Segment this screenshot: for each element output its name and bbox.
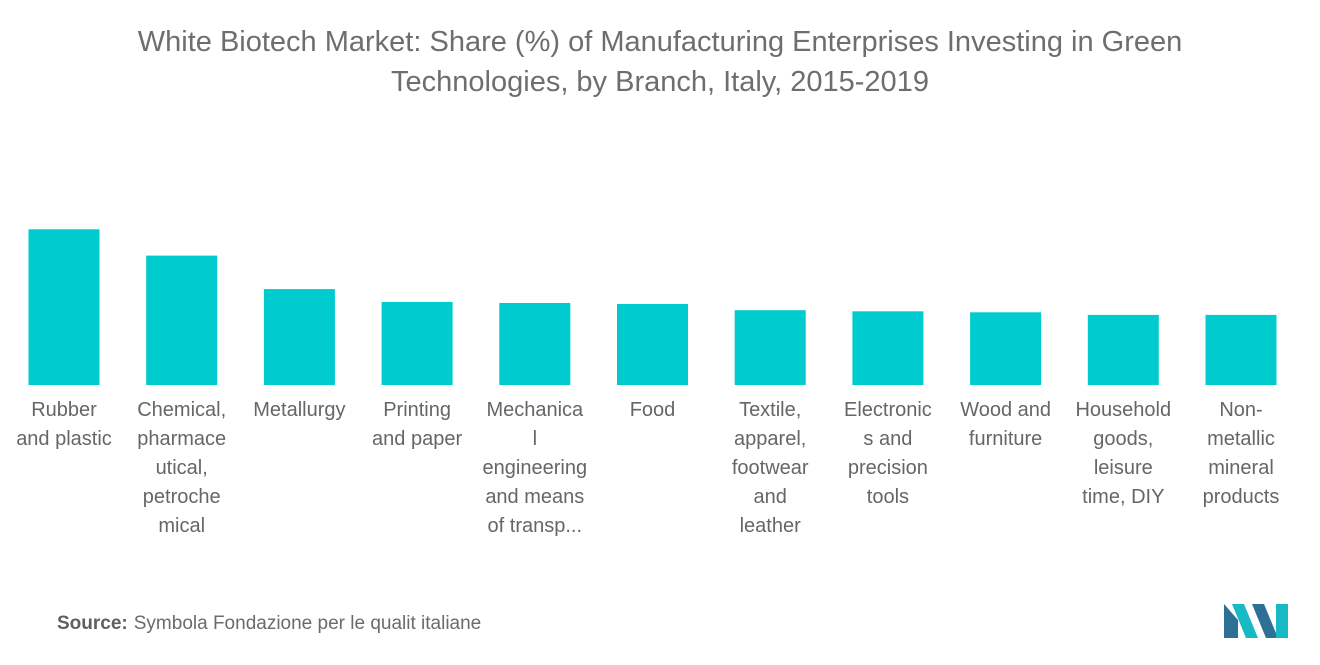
category-label-5: Food bbox=[629, 399, 676, 421]
bar-9 bbox=[1087, 314, 1159, 385]
category-label-6: Textile, apparel, footwear and leather bbox=[731, 399, 809, 537]
source-label: Source: bbox=[57, 613, 128, 634]
chart-title: White Biotech Market: Share (%) of Manuf… bbox=[137, 26, 1183, 98]
bar-0 bbox=[28, 229, 100, 385]
bar-3 bbox=[381, 302, 453, 385]
category-label-0: Rubber and plastic bbox=[16, 399, 112, 450]
bar-2 bbox=[263, 289, 335, 385]
category-label-3: Printing and paper bbox=[372, 399, 463, 450]
bar-1 bbox=[146, 255, 218, 385]
source-note: Source: Symbola Fondazione per le qualit … bbox=[57, 613, 481, 635]
bar-7 bbox=[852, 311, 924, 385]
category-label-9: Household goods, leisure time, DIY bbox=[1075, 399, 1172, 508]
category-label-10: Non-metallic mineral products bbox=[1202, 399, 1280, 508]
category-label-2: Metallurgy bbox=[253, 399, 346, 421]
bar-4 bbox=[499, 303, 571, 385]
category-label-4: Mechanica l engineering and means of transp.… bbox=[482, 399, 588, 537]
bar-10 bbox=[1205, 314, 1277, 385]
category-label-1: Chemical, pharmace utical, petroche mical bbox=[137, 399, 227, 537]
bar-5 bbox=[617, 304, 688, 385]
bar-chart bbox=[28, 229, 1277, 385]
bar-8 bbox=[970, 312, 1042, 385]
bar-6 bbox=[734, 310, 806, 385]
category-label-8: Wood and furniture bbox=[960, 399, 1051, 450]
source-text: Symbola Fondazione per le qualit italian… bbox=[133, 613, 482, 634]
mordor-intelligence-logo bbox=[1224, 604, 1288, 638]
category-label-7: Electronic s and precision tools bbox=[843, 399, 932, 508]
